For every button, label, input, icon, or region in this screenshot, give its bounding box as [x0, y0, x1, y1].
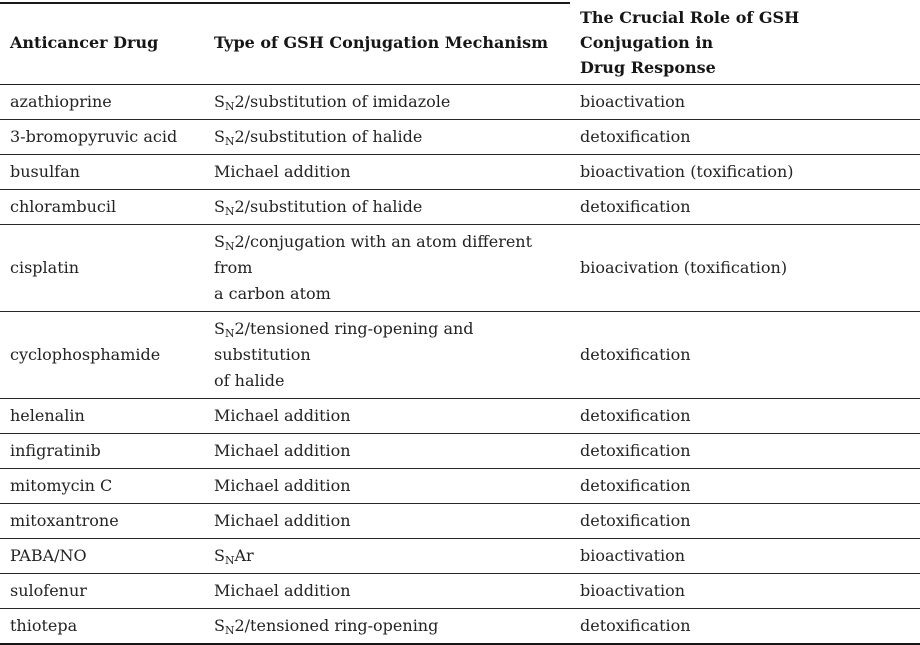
- drug-cell: chlorambucil: [0, 189, 204, 225]
- table-row: cisplatin SN2/conjugation with an atom di…: [0, 224, 920, 312]
- drug-cell: infigratinib: [0, 433, 204, 469]
- drug-cell: helenalin: [0, 398, 204, 434]
- table-row: infigratinib Michael addition detoxificati…: [0, 433, 920, 469]
- table-row: mitomycin C Michael addition detoxificatio…: [0, 468, 920, 504]
- table-row: azathioprine SN2/substitution of imidazol…: [0, 84, 920, 120]
- drug-cell: mitomycin C: [0, 468, 204, 504]
- mechanism-cell: SN2/tensioned ring-opening: [204, 608, 570, 645]
- role-cell: bioactivation (toxification): [570, 154, 920, 190]
- table-row: mitoxantrone Michael addition detoxificati…: [0, 503, 920, 539]
- role-cell: detoxification: [570, 311, 920, 399]
- mechanism-cell: Michael addition: [204, 573, 570, 609]
- drug-cell: 3-bromopyruvic acid: [0, 119, 204, 155]
- mechanism-cell: SN2/substitution of halide: [204, 119, 570, 155]
- role-cell: bioacivation (toxification): [570, 224, 920, 312]
- mechanism-cell: Michael addition: [204, 154, 570, 190]
- mechanism-cell: SN2/substitution of imidazole: [204, 84, 570, 120]
- header-row: Anticancer Drug Type of GSH Conjugation …: [0, 2, 920, 85]
- col-header-mechanism: Type of GSH Conjugation Mechanism: [204, 2, 570, 85]
- mechanism-cell: SN2/conjugation with an atom different f…: [204, 224, 570, 312]
- role-cell: detoxification: [570, 119, 920, 155]
- drug-cell: busulfan: [0, 154, 204, 190]
- mechanism-cell: Michael addition: [204, 398, 570, 434]
- role-cell: detoxification: [570, 398, 920, 434]
- role-cell: detoxification: [570, 189, 920, 225]
- table-row: sulofenur Michael addition bioactivation: [0, 573, 920, 609]
- role-cell: detoxification: [570, 433, 920, 469]
- role-cell: detoxification: [570, 608, 920, 645]
- mechanism-cell: Michael addition: [204, 503, 570, 539]
- drug-cell: azathioprine: [0, 84, 204, 120]
- drug-cell: sulofenur: [0, 573, 204, 609]
- role-cell: detoxification: [570, 468, 920, 504]
- drug-cell: mitoxantrone: [0, 503, 204, 539]
- mechanism-cell: SN2/substitution of halide: [204, 189, 570, 225]
- table-row: thiotepa SN2/tensioned ring-opening detoxi…: [0, 608, 920, 645]
- drug-cell: PABA/NO: [0, 538, 204, 574]
- table-row: helenalin Michael addition detoxification: [0, 398, 920, 434]
- role-cell: detoxification: [570, 503, 920, 539]
- table-row: chlorambucil SN2/substitution of halide de…: [0, 189, 920, 225]
- table-row: 3-bromopyruvic acid SN2/substitution of h…: [0, 119, 920, 155]
- table-top-rule: [0, 2, 570, 4]
- drug-cell: cyclophosphamide: [0, 311, 204, 399]
- mechanism-cell: SN2/tensioned ring-opening and substitut…: [204, 311, 570, 399]
- col-header-role: The Crucial Role of GSH Conjugation in D…: [570, 2, 920, 85]
- table-row: PABA/NO SNAr bioactivation: [0, 538, 920, 574]
- mechanism-cell: Michael addition: [204, 433, 570, 469]
- mechanism-cell: SNAr: [204, 538, 570, 574]
- drug-cell: thiotepa: [0, 608, 204, 645]
- role-cell: bioactivation: [570, 84, 920, 120]
- drug-cell: cisplatin: [0, 224, 204, 312]
- role-cell: bioactivation: [570, 538, 920, 574]
- table-row: cyclophosphamide SN2/tensioned ring-openi…: [0, 311, 920, 399]
- table-row: busulfan Michael addition bioactivation (t…: [0, 154, 920, 190]
- table-body: azathioprine SN2/substitution of imidazol…: [0, 84, 920, 645]
- col-header-anticancer-drug: Anticancer Drug: [0, 2, 204, 85]
- role-cell: bioactivation: [570, 573, 920, 609]
- mechanism-cell: Michael addition: [204, 468, 570, 504]
